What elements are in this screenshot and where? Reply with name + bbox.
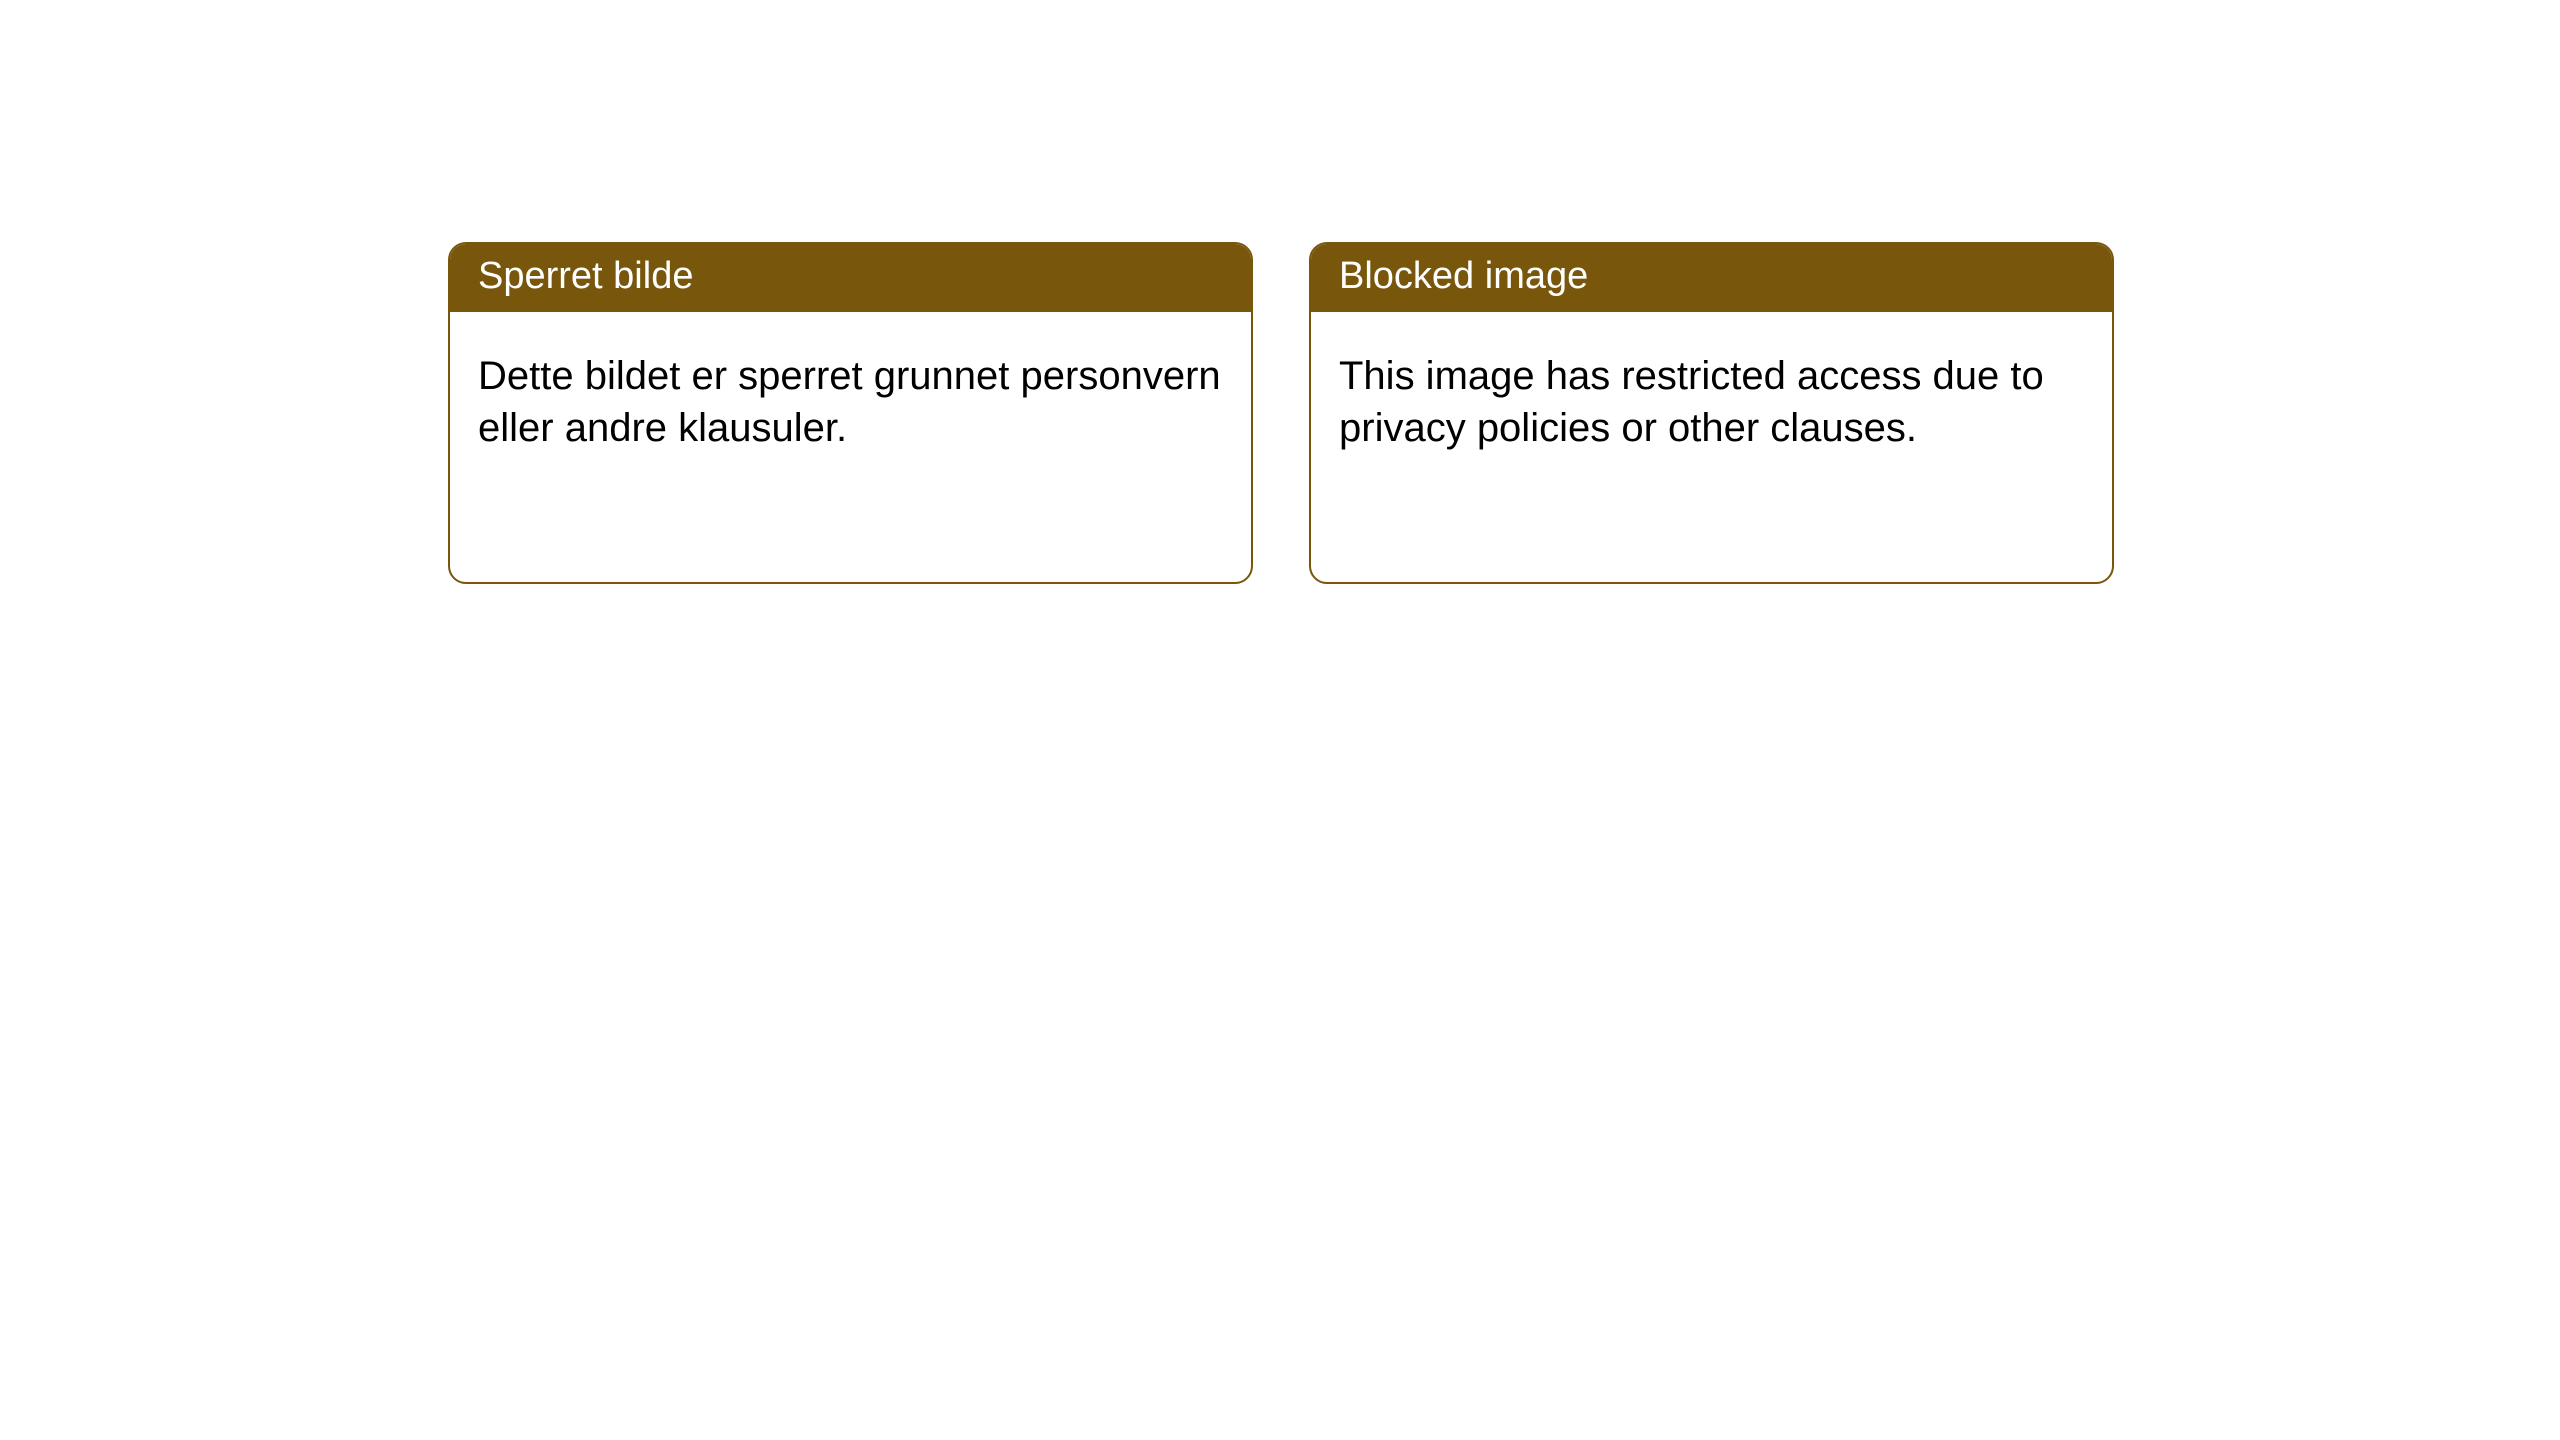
notice-title: Sperret bilde [450,244,1251,312]
notice-body: Dette bildet er sperret grunnet personve… [450,312,1251,582]
notice-card-norwegian: Sperret bilde Dette bildet er sperret gr… [448,242,1253,584]
notice-card-english: Blocked image This image has restricted … [1309,242,2114,584]
notice-container: Sperret bilde Dette bildet er sperret gr… [0,0,2560,584]
notice-body: This image has restricted access due to … [1311,312,2112,582]
notice-title: Blocked image [1311,244,2112,312]
